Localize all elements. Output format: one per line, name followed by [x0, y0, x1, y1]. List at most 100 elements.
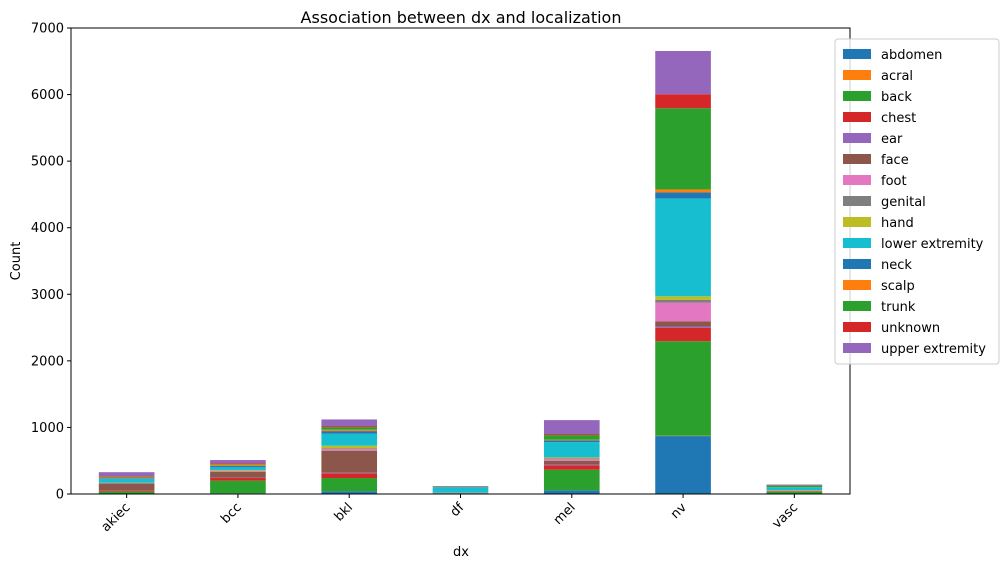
legend-box [834, 38, 1000, 365]
legend: abdomen acral back chest ear face foot genital h… [834, 38, 1000, 365]
bar-vasc-lower-extremity [766, 487, 823, 491]
bar-akiec-neck [98, 478, 155, 479]
bar-bkl-unknown [321, 426, 378, 428]
legend-swatch [843, 238, 871, 248]
legend-label: abdomen [881, 48, 942, 63]
bar-mel-abdomen [543, 490, 600, 494]
legend-swatch [843, 91, 871, 101]
bar-bkl-chest [321, 473, 378, 479]
bar-vasc-upper-extremity [766, 484, 823, 486]
bar-nv-back [655, 341, 711, 436]
legend-swatch [843, 112, 871, 122]
legend-swatch [843, 217, 871, 227]
legend-swatch [843, 259, 871, 269]
legend-label: acral [881, 69, 913, 84]
legend-swatch [843, 322, 871, 332]
chart-title: Association between dx and localization [301, 8, 622, 27]
bar-akiec-face [98, 483, 155, 491]
bar-mel-unknown [543, 434, 600, 436]
bar-df-lower-extremity [432, 487, 489, 493]
y-tick-label: 6000 [31, 88, 64, 103]
bar-bkl-upper-extremity [321, 419, 378, 427]
bar-bkl-ear [321, 472, 378, 474]
y-tick-label: 0 [56, 488, 64, 503]
bar-bcc-lower-extremity [210, 467, 266, 471]
y-tick-label: 7000 [31, 22, 64, 37]
bar-nv-hand [655, 296, 711, 300]
legend-swatch [843, 175, 871, 185]
bar-mel-back [543, 469, 600, 491]
bar-nv-ear [655, 326, 711, 328]
bar-bcc-face [210, 471, 266, 478]
legend-label: lower extremity [881, 237, 984, 252]
bar-mel-upper-extremity [543, 420, 600, 435]
bar-bkl-abdomen [321, 491, 378, 494]
bar-akiec-chest [98, 491, 155, 492]
legend-swatch [843, 280, 871, 290]
plot-area [98, 50, 823, 494]
bar-bkl-lower-extremity [321, 433, 378, 446]
legend-swatch [843, 133, 871, 143]
bar-akiec-trunk [98, 476, 155, 478]
legend-label: upper extremity [881, 342, 986, 357]
y-tick-label: 2000 [31, 354, 64, 369]
bar-bcc-chest [210, 478, 266, 481]
bar-bkl-genital [321, 448, 378, 450]
bar-nv-genital [655, 299, 711, 303]
bar-mel-hand [543, 457, 600, 459]
legend-label: chest [881, 111, 916, 126]
bar-akiec-unknown [98, 476, 155, 477]
legend-label: foot [881, 174, 907, 189]
bar-bcc-foot [210, 471, 266, 472]
bar-bcc-upper-extremity [210, 460, 266, 464]
bar-bkl-face [321, 450, 378, 473]
bar-nv-neck [655, 192, 711, 199]
y-tick-label: 4000 [31, 221, 64, 236]
bar-mel-scalp [543, 439, 600, 441]
bar-nv-upper-extremity [655, 50, 711, 95]
legend-label: neck [881, 258, 912, 273]
y-axis: 0 1000 2000 3000 4000 5000 6000 7000 [31, 22, 71, 503]
y-tick-label: 3000 [31, 288, 64, 303]
bar-mel-lower-extremity [543, 442, 600, 458]
bar-bcc-trunk [210, 464, 266, 465]
bar-bkl-neck [321, 431, 378, 434]
bar-vasc-face [766, 490, 823, 492]
bar-nv-lower-extremity [655, 198, 711, 297]
bar-bcc-unknown [210, 463, 266, 465]
bar-vasc-trunk [766, 485, 823, 488]
legend-label: face [881, 153, 909, 168]
bar-nv-unknown [655, 94, 711, 109]
bar-mel-neck [543, 440, 600, 443]
legend-swatch [843, 49, 871, 59]
bar-akiec-upper-extremity [98, 472, 155, 477]
bar-nv-trunk [655, 108, 711, 190]
bar-vasc-back [766, 491, 823, 494]
bar-mel-foot [543, 459, 600, 461]
legend-label: trunk [881, 300, 916, 315]
bar-bcc-back [210, 480, 266, 494]
bar-akiec-back [98, 491, 155, 494]
bar-bcc-scalp [210, 464, 266, 467]
y-tick-label: 5000 [31, 155, 64, 170]
bar-bkl-trunk [321, 427, 378, 430]
legend-label: back [881, 90, 912, 105]
legend-label: hand [881, 216, 914, 231]
bar-bkl-back [321, 478, 378, 492]
legend-swatch [843, 343, 871, 353]
legend-label: genital [881, 195, 926, 210]
legend-label: ear [881, 132, 903, 147]
bar-nv-face [655, 321, 711, 327]
bar-bkl-hand [321, 445, 378, 449]
x-axis-title: dx [453, 545, 469, 560]
bar-nv-abdomen [655, 436, 711, 494]
y-tick-label: 1000 [31, 421, 64, 436]
bar-akiec-scalp [98, 477, 155, 479]
bar-nv-chest [655, 327, 711, 342]
legend-swatch [843, 196, 871, 206]
bar-bkl-foot [321, 449, 378, 451]
bar-mel-ear [543, 464, 600, 466]
bar-mel-genital [543, 458, 600, 460]
bar-bcc-neck [210, 466, 266, 468]
